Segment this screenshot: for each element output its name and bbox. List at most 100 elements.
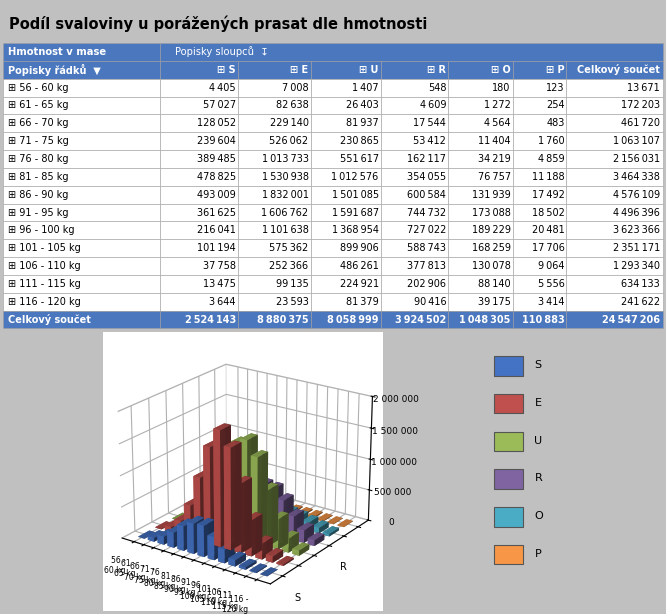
Bar (238, 204, 311, 222)
Bar (566, 222, 663, 239)
Text: 1 501 085: 1 501 085 (332, 190, 379, 200)
Text: 13 475: 13 475 (203, 279, 236, 289)
Bar (381, 257, 448, 275)
Bar (160, 61, 238, 79)
Text: 189 229: 189 229 (472, 225, 511, 235)
Text: 9 064: 9 064 (538, 261, 565, 271)
Text: 1 606 762: 1 606 762 (262, 208, 308, 217)
Bar (311, 150, 381, 168)
Bar (513, 257, 566, 275)
Bar (381, 222, 448, 239)
Bar (381, 168, 448, 185)
Bar (3, 185, 160, 204)
Text: 202 906: 202 906 (408, 279, 446, 289)
Bar (3, 150, 160, 168)
Text: 2 156 031: 2 156 031 (613, 154, 660, 164)
Bar (160, 96, 238, 114)
Text: ⊞ 56 - 60 kg: ⊞ 56 - 60 kg (8, 83, 69, 93)
Bar (238, 311, 311, 328)
Bar (238, 150, 311, 168)
Text: 3 644: 3 644 (209, 297, 236, 307)
Bar (311, 222, 381, 239)
Text: 128 052: 128 052 (196, 119, 236, 128)
Bar (513, 150, 566, 168)
Bar (448, 185, 513, 204)
Text: 3 623 366: 3 623 366 (613, 225, 660, 235)
Text: 361 625: 361 625 (197, 208, 236, 217)
Text: 11 404: 11 404 (478, 136, 511, 146)
Bar (566, 96, 663, 114)
Text: 172 203: 172 203 (621, 101, 660, 111)
Text: ⊞ 96 - 100 kg: ⊞ 96 - 100 kg (8, 225, 75, 235)
Text: ⊞ 111 - 115 kg: ⊞ 111 - 115 kg (8, 279, 81, 289)
Text: 1 530 938: 1 530 938 (262, 172, 308, 182)
Bar (238, 222, 311, 239)
Bar (160, 114, 238, 132)
Text: 1 293 340: 1 293 340 (613, 261, 660, 271)
Text: 39 175: 39 175 (478, 297, 511, 307)
Bar (566, 185, 663, 204)
Text: R: R (534, 473, 542, 483)
Bar (160, 257, 238, 275)
Text: 8 058 999: 8 058 999 (327, 314, 379, 325)
Text: 24 547 206: 24 547 206 (602, 314, 660, 325)
Text: 377 813: 377 813 (408, 261, 446, 271)
Text: 99 135: 99 135 (276, 279, 308, 289)
Bar (311, 275, 381, 293)
Bar (448, 257, 513, 275)
Bar (448, 204, 513, 222)
Bar (381, 61, 448, 79)
Bar (238, 132, 311, 150)
Bar (494, 507, 523, 527)
Bar (3, 79, 160, 96)
Text: 493 009: 493 009 (197, 190, 236, 200)
Text: 4 859: 4 859 (538, 154, 565, 164)
Text: 57 027: 57 027 (202, 101, 236, 111)
Bar (513, 204, 566, 222)
Text: 2 351 171: 2 351 171 (613, 243, 660, 253)
Text: 3 414: 3 414 (538, 297, 565, 307)
Text: 478 825: 478 825 (196, 172, 236, 182)
Text: 389 485: 389 485 (197, 154, 236, 164)
Bar (311, 114, 381, 132)
Text: 37 758: 37 758 (203, 261, 236, 271)
Text: 3 924 502: 3 924 502 (395, 314, 446, 325)
Text: 4 405: 4 405 (209, 83, 236, 93)
Bar (566, 168, 663, 185)
Bar (3, 311, 160, 328)
Bar (566, 293, 663, 311)
Bar (238, 61, 311, 79)
Text: 1 101 638: 1 101 638 (262, 225, 308, 235)
Text: E: E (534, 398, 541, 408)
Bar (311, 185, 381, 204)
Text: ⊞ 106 - 110 kg: ⊞ 106 - 110 kg (8, 261, 81, 271)
Bar (381, 311, 448, 328)
Bar (160, 311, 238, 328)
Text: 34 219: 34 219 (478, 154, 511, 164)
Text: U: U (534, 435, 543, 446)
Text: 239 604: 239 604 (197, 136, 236, 146)
Text: ⊞ E: ⊞ E (290, 64, 308, 75)
Bar (160, 239, 238, 257)
Text: O: O (534, 511, 543, 521)
Bar (566, 79, 663, 96)
Text: 461 720: 461 720 (621, 119, 660, 128)
Bar (513, 114, 566, 132)
Text: ⊞ 116 - 120 kg: ⊞ 116 - 120 kg (8, 297, 81, 307)
Text: ⊞ R: ⊞ R (428, 64, 446, 75)
Bar (238, 257, 311, 275)
Text: 180: 180 (492, 83, 511, 93)
Text: Celkový součet: Celkový součet (577, 64, 660, 76)
Text: 1 368 954: 1 368 954 (332, 225, 379, 235)
Text: 7 008: 7 008 (282, 83, 308, 93)
Bar (160, 43, 663, 61)
Text: 634 133: 634 133 (621, 279, 660, 289)
Text: 17 544: 17 544 (414, 119, 446, 128)
Bar (3, 204, 160, 222)
Text: ⊞ 81 - 85 kg: ⊞ 81 - 85 kg (8, 172, 69, 182)
Bar (3, 114, 160, 132)
Text: 252 366: 252 366 (270, 261, 308, 271)
Text: 162 117: 162 117 (408, 154, 446, 164)
Bar (566, 114, 663, 132)
Text: ⊞ 76 - 80 kg: ⊞ 76 - 80 kg (8, 154, 69, 164)
